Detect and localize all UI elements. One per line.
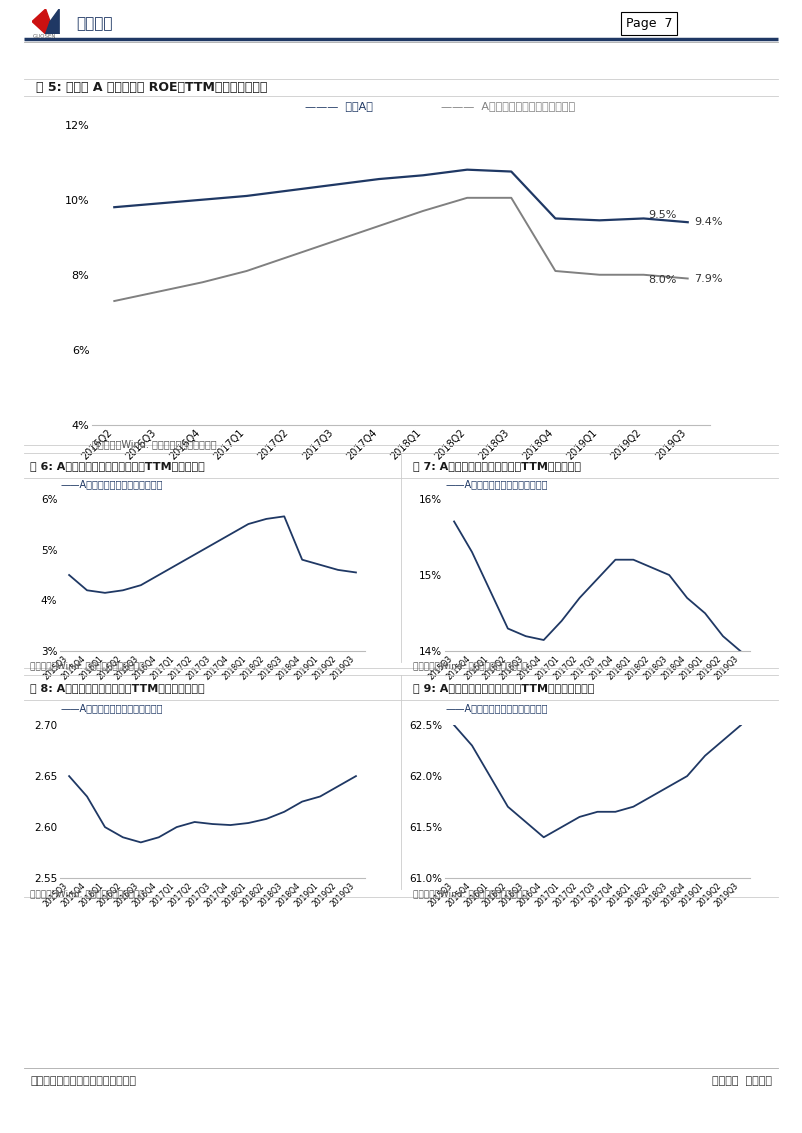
Text: ———  A股剔除金融、中石油、中石化: ——— A股剔除金融、中石油、中石化 <box>441 102 575 111</box>
Text: 请务必阅读正文之后的免责条款部分: 请务必阅读正文之后的免责条款部分 <box>30 1076 136 1085</box>
Polygon shape <box>46 22 59 34</box>
Text: 9.5%: 9.5% <box>648 211 676 221</box>
Text: 9.4%: 9.4% <box>695 218 723 228</box>
Polygon shape <box>32 9 50 34</box>
Text: 7.9%: 7.9% <box>695 273 723 283</box>
Text: ——A股剔除金融、中石油、中石化: ——A股剔除金融、中石油、中石化 <box>445 704 548 713</box>
Text: 全球视野  本土智慧: 全球视野 本土智慧 <box>711 1076 772 1085</box>
Text: ——A股剔除金融、中石油、中石化: ——A股剔除金融、中石油、中石化 <box>60 704 163 713</box>
Text: ——A股剔除金融、中石油、中石化: ——A股剔除金融、中石油、中石化 <box>60 479 163 488</box>
Text: GUOSEN: GUOSEN <box>33 34 56 39</box>
Text: 资料来源：Wind. 国信证券经济研究所整理: 资料来源：Wind. 国信证券经济研究所整理 <box>92 440 217 450</box>
Text: ——A股剔除金融、中石油、中石化: ——A股剔除金融、中石油、中石化 <box>445 479 548 488</box>
Text: 图 6: A股上市公司销售净利润率（TTM）环比下降: 图 6: A股上市公司销售净利润率（TTM）环比下降 <box>30 461 205 470</box>
Text: 图 8: A股上市公司权益乘数（TTM）环比持续上升: 图 8: A股上市公司权益乘数（TTM）环比持续上升 <box>30 683 205 692</box>
Text: 资料来源：Wind. 国信证券经济研究所整理: 资料来源：Wind. 国信证券经济研究所整理 <box>413 662 528 671</box>
Text: 资料来源：Wind. 国信证券经济研究所整理: 资料来源：Wind. 国信证券经济研究所整理 <box>30 662 145 671</box>
Text: 图 5: 三季度 A 股上市公司 ROE（TTM）环比稳中有降: 图 5: 三季度 A 股上市公司 ROE（TTM）环比稳中有降 <box>36 82 267 94</box>
Polygon shape <box>50 9 59 34</box>
Text: 资料来源：Wind. 国信证券经济研究所整理: 资料来源：Wind. 国信证券经济研究所整理 <box>30 889 145 898</box>
Text: Page  7: Page 7 <box>626 17 672 31</box>
Text: 国信证券: 国信证券 <box>76 16 113 32</box>
Text: 8.0%: 8.0% <box>648 275 676 286</box>
Text: 资料来源：Wind. 国信证券经济研究所整理: 资料来源：Wind. 国信证券经济研究所整理 <box>413 889 528 898</box>
Text: 图 9: A股上市公司资产负债率（TTM）环比持续上升: 图 9: A股上市公司资产负债率（TTM）环比持续上升 <box>413 683 594 692</box>
Text: ———  全部A股: ——— 全部A股 <box>305 102 373 111</box>
Text: 图 7: A股上市公司资产周转率（TTM）环比微降: 图 7: A股上市公司资产周转率（TTM）环比微降 <box>413 461 581 470</box>
